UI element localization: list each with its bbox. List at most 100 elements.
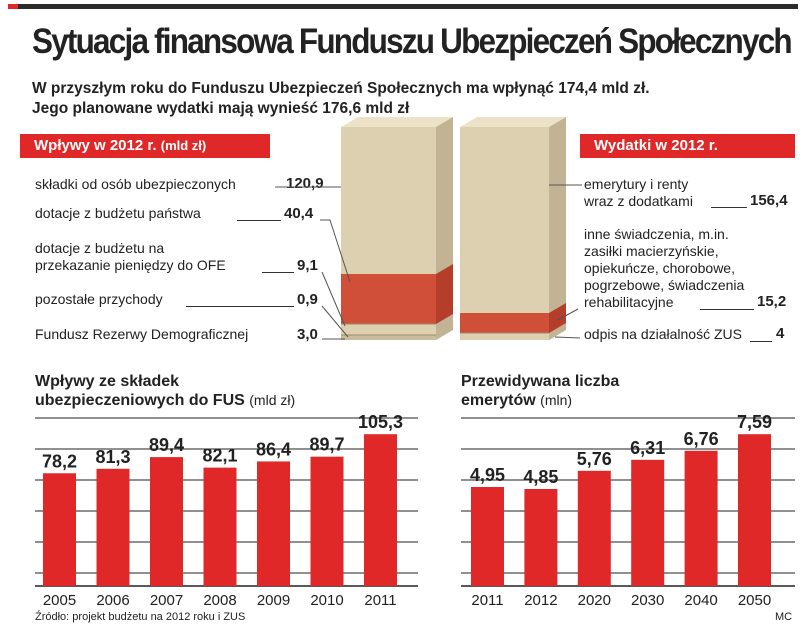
expense-item-label: odpis na działalność ZUS <box>584 326 742 342</box>
segment-other <box>341 335 436 340</box>
tick-label: 2009 <box>257 592 290 609</box>
data-label: 6,31 <box>630 438 665 458</box>
data-label: 4,95 <box>470 465 505 485</box>
income-connector <box>320 219 351 283</box>
leader-line <box>262 272 294 273</box>
data-label: 7,59 <box>737 412 772 432</box>
segment-state-subsidy <box>341 274 436 324</box>
subtitle-line-2: Jego planowane wydatki mają wynieść 176,… <box>32 100 410 117</box>
segment-pensions <box>460 127 549 313</box>
income-item-value: 9,1 <box>297 257 318 274</box>
tick-label: 2011 <box>471 592 503 609</box>
segment-contributions <box>341 127 436 274</box>
author-credit: MC <box>775 611 793 623</box>
top-rule <box>8 4 798 9</box>
income-block <box>341 117 453 340</box>
tick-label: 2010 <box>310 592 343 609</box>
data-label: 4,85 <box>523 467 558 487</box>
block-top <box>341 117 453 127</box>
tick-label: 2030 <box>631 592 664 609</box>
income-item-value: 120,9 <box>286 175 324 192</box>
tick-label: 2005 <box>43 592 76 609</box>
data-label: 78,2 <box>42 451 77 471</box>
income-item-label: składki od osób ubezpieczonych <box>35 176 236 192</box>
expense-item-value: 4 <box>776 325 785 342</box>
income-header-unit: (mld zł) <box>160 138 207 153</box>
income-item-label: Fundusz Rezerwy Demograficznej <box>35 326 249 342</box>
tick-label: 2012 <box>524 592 557 609</box>
chart1-title: Wpływy ze składek ubezpieczeniowych do F… <box>35 372 295 410</box>
income-item-label: dotacje z budżetu państwa <box>35 205 201 221</box>
bar <box>43 473 76 586</box>
expense-item-label: inne świadczenia, m.in. <box>584 226 729 242</box>
chart1-unit: (mld zł) <box>249 392 296 408</box>
bar <box>631 459 665 586</box>
expense-item-value: 15,2 <box>757 293 787 310</box>
expenses-header: Wydatki w 2012 r. <box>580 134 795 158</box>
chart2-unit: (mln) <box>540 392 573 408</box>
data-label: 82,1 <box>202 446 237 466</box>
segment-ofe-subsidy <box>341 324 436 335</box>
page-title: Sytuacja finansowa Funduszu Ubezpieczeń … <box>32 22 793 61</box>
bar <box>738 434 771 586</box>
data-label: 89,4 <box>149 435 184 455</box>
tick-label: 2050 <box>738 592 771 609</box>
budget-blocks-illustration <box>275 117 582 340</box>
leader-line <box>186 306 294 307</box>
tick-label: 2040 <box>684 592 717 609</box>
expenses-block <box>460 117 566 340</box>
income-connector <box>321 271 346 327</box>
bar <box>96 468 130 586</box>
bar <box>524 489 558 586</box>
subtitle-line-1: W przyszłym roku do Funduszu Ubezpieczeń… <box>32 80 650 97</box>
data-label: 86,4 <box>256 439 291 459</box>
data-label: 81,3 <box>95 447 130 467</box>
chart2-retirees: 4,95 2011 4,85 2012 5,76 2020 6,31 2030 6,76 2040… <box>461 412 795 609</box>
bar <box>577 470 611 586</box>
tick-label: 2011 <box>364 592 396 609</box>
top-accent <box>8 4 18 9</box>
expense-connector <box>557 308 579 321</box>
leader-line <box>700 309 754 310</box>
income-header: Wpływy w 2012 r. (mld zł) <box>20 134 270 158</box>
bar <box>257 461 290 586</box>
bar <box>150 457 183 586</box>
chart2-title-line-2: emerytów <box>461 392 536 409</box>
income-item-value: 40,4 <box>284 205 314 222</box>
data-label: 5,76 <box>577 449 612 469</box>
expense-item-label: emerytury i renty <box>584 176 689 192</box>
leader-line <box>237 220 281 221</box>
expense-item-value: 156,4 <box>750 192 788 209</box>
expense-item-label: opiekuńcze, chorobowe, <box>584 260 735 276</box>
chart1-title-line-2: ubezpieczeniowych do FUS <box>35 392 245 409</box>
data-label: 105,3 <box>358 412 403 432</box>
tick-label: 2020 <box>578 592 611 609</box>
block-side <box>549 117 566 340</box>
expenses-header-text: Wydatki w 2012 r. <box>594 137 718 154</box>
segment-other-benefits-side <box>549 303 566 333</box>
expense-item-label: zasiłki macierzyńskie, <box>584 243 719 259</box>
expense-item-label: rehabilitacyjne <box>584 294 674 310</box>
segment-other-benefits <box>460 313 549 333</box>
tick-label: 2007 <box>150 592 183 609</box>
income-header-text: Wpływy w 2012 r. <box>34 137 157 154</box>
leader-line <box>750 341 772 342</box>
income-item-label: dotacje z budżetu na <box>35 240 165 256</box>
expense-item-label: pogrzebowe, świadczenia <box>584 277 745 293</box>
segment-zus-costs <box>460 333 549 340</box>
income-item-value: 3,0 <box>297 326 318 343</box>
chart2-title-line-1: Przewidywana liczba <box>461 373 620 390</box>
bar <box>471 487 504 586</box>
bar <box>203 467 237 586</box>
tick-label: 2008 <box>203 592 236 609</box>
tick-label: 2006 <box>96 592 129 609</box>
income-item-value: 0,9 <box>297 291 318 308</box>
data-label: 89,7 <box>309 435 344 455</box>
income-item-label: pozostałe przychody <box>35 291 163 307</box>
expense-connector <box>554 336 581 339</box>
bar <box>684 450 718 586</box>
income-connector <box>321 305 349 338</box>
income-item-label: przekazanie pieniędzy do OFE <box>35 257 226 273</box>
leader-line <box>711 207 747 208</box>
data-label: 6,76 <box>684 429 719 449</box>
